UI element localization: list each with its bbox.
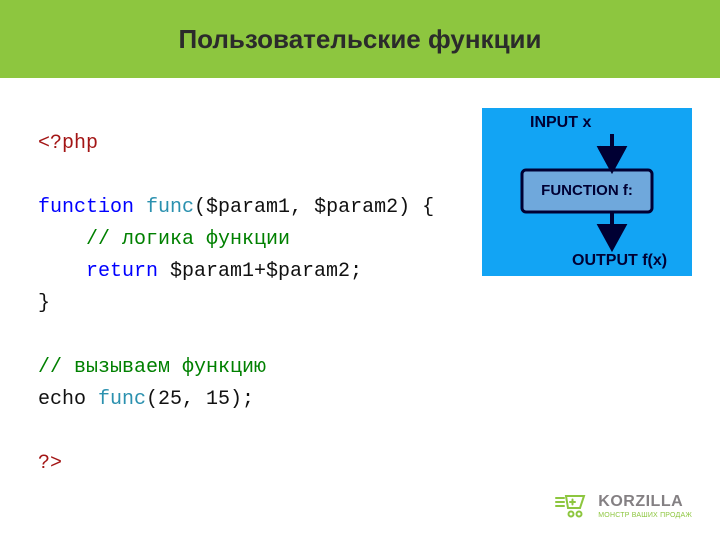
comment-call: // вызываем функцию [38,356,266,379]
kw-echo: echo [38,388,98,411]
return-expr: $param1+$param2; [158,260,362,283]
code-block: <?php function func($param1, $param2) { … [38,128,434,480]
diagram-input-label: INPUT x [530,114,591,132]
slide-title: Пользовательские функции [178,24,541,55]
logo-tagline: МОНСТР ВАШИХ ПРОДАЖ [598,512,692,519]
call-args: (25, 15); [146,388,254,411]
brace-close: } [38,292,50,315]
cart-icon [554,492,590,520]
php-open: <?php [38,132,98,155]
function-diagram: INPUT x FUNCTION f: OUTPUT f(x) [482,108,692,276]
fn-name: func [146,196,194,219]
kw-return: return [86,260,158,283]
brand-logo: KORZILLA МОНСТР ВАШИХ ПРОДАЖ [554,492,692,520]
diagram-func-label: FUNCTION f: [482,182,692,199]
logo-brand-text: KORZILLA [598,494,692,510]
php-close: ?> [38,452,62,475]
call-name: func [98,388,146,411]
fn-params: ($param1, $param2) { [194,196,434,219]
comment-logic: // логика функции [86,228,290,251]
header-band: Пользовательские функции [0,0,720,78]
diagram-output-label: OUTPUT f(x) [572,252,667,270]
kw-function: function [38,196,134,219]
